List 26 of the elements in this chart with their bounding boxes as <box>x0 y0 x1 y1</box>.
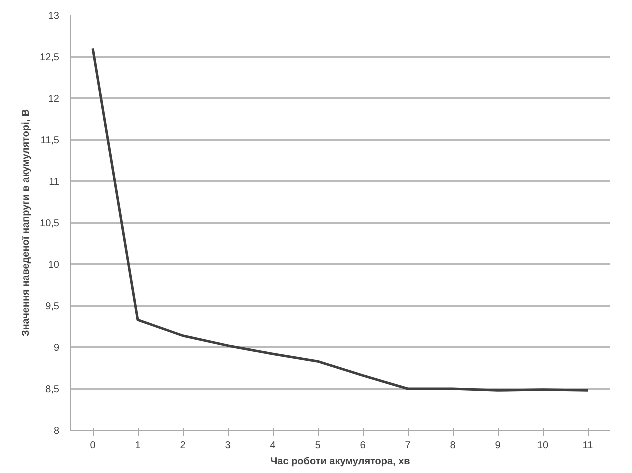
x-tick-label: 11 <box>582 440 594 452</box>
y-tick-label: 13 <box>48 11 60 22</box>
line-series <box>92 47 590 392</box>
y-axis-title: Значення наведеної напруги в акумуляторі, В <box>21 109 32 337</box>
y-tick-label: 8 <box>54 426 60 437</box>
y-tick-label: 12,5 <box>40 52 60 64</box>
x-tick-label: 6 <box>360 440 366 452</box>
y-tick-label: 10,5 <box>40 218 60 230</box>
x-axis-title: Час роботи акумулятора, хв <box>270 456 410 468</box>
x-tick-label: 5 <box>315 440 322 452</box>
y-tick-label: 9,5 <box>46 302 60 312</box>
y-tick-label: 11 <box>49 177 60 188</box>
y-tick-label: 8,5 <box>46 384 60 396</box>
y-tick-label: 10 <box>48 260 60 271</box>
y-tick-label: 12 <box>48 94 60 105</box>
x-tick-label: 7 <box>405 440 412 452</box>
x-tick-label: 2 <box>180 440 186 452</box>
x-tick-label: 4 <box>270 440 276 452</box>
x-tick-label: 9 <box>495 440 502 452</box>
x-tick-label: 3 <box>225 440 232 452</box>
x-tick-label: 0 <box>90 440 96 452</box>
x-tick-label: 8 <box>450 440 456 452</box>
x-tick-label: 10 <box>537 440 549 452</box>
y-tick-label: 11,5 <box>40 136 60 146</box>
y-tick-label: 9 <box>54 343 60 354</box>
x-tick-label: 1 <box>135 440 142 452</box>
